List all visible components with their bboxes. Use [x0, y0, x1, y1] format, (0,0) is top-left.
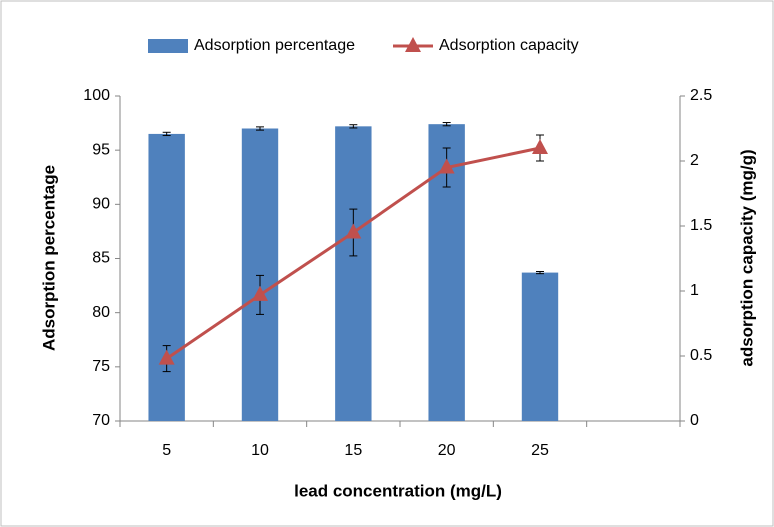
y2-tick-label: 2 [690, 152, 699, 169]
error-bar [162, 131, 171, 137]
x-tick-label: 20 [438, 442, 456, 459]
legend-label: Adsorption capacity [439, 37, 579, 54]
x-axis-title: lead concentration (mg/L) [294, 481, 502, 500]
y-axis-title: Adsorption percentage [39, 165, 58, 351]
legend-marker [405, 37, 421, 52]
y2-tick-label: 2.5 [690, 87, 712, 104]
y-tick-label: 85 [92, 250, 110, 267]
y-tick-label: 100 [83, 87, 110, 104]
y-tick-label: 90 [92, 196, 110, 213]
bar [335, 126, 372, 421]
x-tick-label: 10 [251, 442, 269, 459]
error-bar [536, 271, 544, 275]
y-tick-label: 70 [92, 412, 110, 429]
y2-axis-title: adsorption capacity (mg/g) [737, 149, 756, 366]
error-bar [442, 122, 451, 127]
y2-tick-label: 0 [690, 412, 699, 429]
bar [148, 133, 185, 421]
x-tick-label: 25 [531, 442, 549, 459]
marker [158, 349, 175, 365]
y2-tick-label: 0.5 [690, 347, 712, 364]
bar [521, 272, 559, 421]
y-tick-label: 75 [92, 358, 110, 375]
error-bar [256, 126, 264, 131]
marker [252, 285, 268, 301]
x-tick-label: 15 [344, 442, 362, 459]
marker [532, 139, 548, 154]
legend-label: Adsorption percentage [194, 37, 355, 54]
y2-tick-label: 1.5 [690, 217, 712, 234]
legend-swatch [148, 39, 188, 53]
error-bar [349, 124, 358, 129]
y2-tick-label: 1 [690, 282, 699, 299]
marker [438, 158, 455, 174]
bar [241, 128, 279, 421]
y-tick-label: 80 [92, 304, 110, 321]
marker [345, 223, 362, 239]
y-tick-label: 95 [92, 141, 110, 158]
x-tick-label: 5 [162, 442, 171, 459]
